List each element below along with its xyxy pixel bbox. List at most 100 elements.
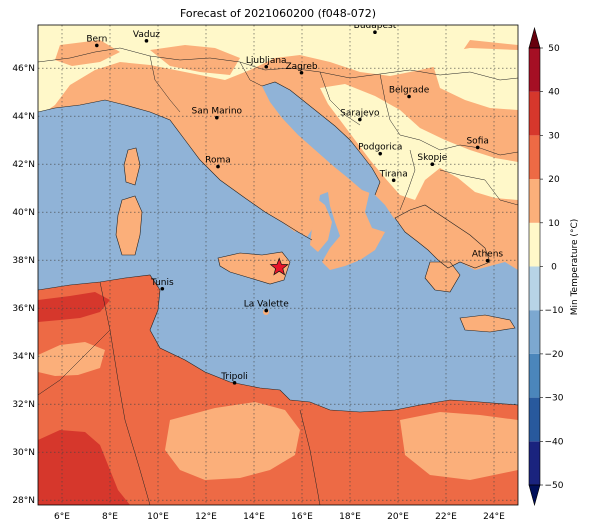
lon-tick-label: 18°E [339,512,361,522]
colorbar-band [529,135,540,180]
africa-mild-patch-3 [38,342,105,376]
africa-hot-zone [38,430,130,505]
africa-mild-patch-2 [400,412,518,480]
map-title: Forecast of 2021060200 (f048-072) [179,7,377,20]
colorbar-band [529,179,540,223]
adriatic-sea [262,82,380,195]
colorbar-tick-label: 0 [551,263,557,273]
colorbar-tick-label: 40 [548,88,560,98]
anatolia-land [495,220,518,260]
lon-tick-label: 14°E [243,512,265,522]
colorbar-tick-label: −10 [545,306,564,316]
lon-tick-label: 22°E [435,512,457,522]
lon-tick-label: 10°E [147,512,169,522]
sardinia-land [116,196,142,255]
city-label: Athens [472,250,503,260]
city-label: Vaduz [133,30,160,40]
city-label: Budapest [354,21,397,31]
city-label: Ljubljana [246,56,287,66]
map-frame [37,24,519,506]
lat-tick-label: 44°N [12,112,35,122]
colorbar-tick-label: −40 [545,437,564,447]
city-label: Sofia [466,136,488,146]
ionian-sea [365,190,395,232]
colorbar: −50 −40 −30 −20 −10 0 10 20 30 40 50 [528,26,564,507]
corsica-land [124,148,140,185]
colorbar-tick-label: −30 [545,394,564,404]
city-dot [232,381,237,385]
lon-tick-label: 12°E [195,512,217,522]
colorbar-tick-label: 10 [548,219,560,229]
north-warm-patch [150,45,240,75]
city-dot [430,162,435,166]
city-dot [144,39,149,43]
highlight-star-marker [269,257,289,276]
crete-land [460,315,515,332]
latitude-tick-labels: 28°N 30°N 32°N 34°N 36°N 38°N 40°N 42°N 44°N 46°N [12,64,35,506]
colorbar-band [529,397,540,442]
greece-land [395,205,490,268]
colorbar-band [529,441,540,485]
north-warm-patch-2 [55,40,120,66]
italy-land [180,105,345,232]
lat-tick-label: 36°N [12,304,35,314]
peloponnese-land [425,262,460,292]
lat-tick-label: 42°N [12,160,35,170]
country-borders [38,47,518,505]
city-dot [358,117,362,122]
city-dot [475,145,480,150]
colorbar-band [529,222,540,267]
east-cool-zone [430,48,518,110]
colorbar-band [529,353,540,398]
lat-tick-label: 28°N [12,496,35,506]
lat-tick-label: 34°N [12,352,35,362]
city-dot [485,258,490,263]
longitude-tick-labels: 6°E 8°E 10°E 12°E 14°E 16°E 18°E 20°E 22°E 24°E [54,512,505,522]
lat-tick-label: 32°N [12,400,35,410]
lat-tick-label: 30°N [12,448,35,458]
city-label: Tunis [150,278,174,288]
city-dot [160,286,165,291]
city-label: San Marino [192,107,243,117]
city-label: Zagreb [285,62,317,72]
africa-hot-zone-2 [38,292,110,322]
lat-tick-label: 46°N [12,64,35,74]
colorbar-extend-max [528,26,541,49]
lon-tick-label: 20°E [387,512,409,522]
lon-tick-label: 16°E [291,512,313,522]
colorbar-tick-label: −20 [545,350,564,360]
sicily-land [218,252,290,284]
colorbar-band [529,266,540,311]
colorbar-extend-min [528,484,541,507]
colorbar-band [529,48,540,92]
lat-tick-label: 40°N [12,208,35,218]
city-label: Tripoli [220,372,248,382]
city-dot [373,30,377,34]
city-label: Roma [205,156,231,166]
gridlines [38,25,518,505]
colorbar-tick-label: 50 [548,44,560,54]
city-dot [264,64,269,69]
city-dot [95,43,99,48]
city-dot [216,164,220,169]
city-label: La Valette [244,300,289,310]
colorbar-label: Min Temperature (°C) [570,219,580,316]
colorbar-band [529,91,540,136]
colorbar-band [529,310,540,354]
africa-mild-patch [165,402,300,480]
city-label: Podgorica [358,143,402,153]
balkan-cool-zone [320,84,518,200]
city-label: Skopje [417,153,447,163]
coastlines [38,81,518,413]
calabria-land [310,198,332,252]
city-dot [264,308,269,313]
city-dot [378,151,383,156]
city-dot [299,70,304,75]
city-dot [407,94,411,99]
alps-cool-zone [38,25,518,112]
city-label: Belgrade [389,86,430,96]
city-label: Tirana [379,169,408,179]
